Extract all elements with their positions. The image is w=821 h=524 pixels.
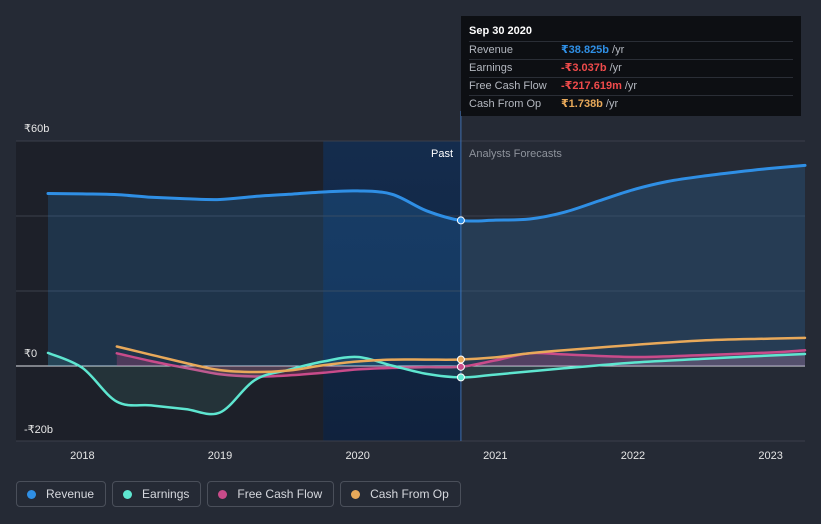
y-tick-label: ₹60b: [24, 123, 49, 135]
tooltip-unit: /yr: [612, 44, 625, 56]
tooltip-label: Cash From Op: [469, 98, 542, 110]
tooltip-value: -₹217.619m: [561, 80, 622, 92]
y-tick-label: ₹0: [24, 348, 37, 360]
series-area-earnings: [48, 352, 805, 415]
tooltip-row-earnings: Earnings -₹3.037b /yr: [469, 59, 793, 77]
series-line-cash-from-op: [115, 336, 807, 374]
tooltip-label: Revenue: [469, 44, 514, 56]
tooltip-value: ₹38.825b: [561, 44, 610, 56]
tooltip-date: Sep 30 2020: [469, 25, 532, 37]
legend-dot-icon: [218, 489, 228, 499]
legend-label: Free Cash Flow: [237, 487, 323, 501]
x-tick-label: 2018: [70, 450, 94, 462]
tooltip-unit: /yr: [624, 80, 638, 92]
tooltip-value: -₹3.037b: [561, 62, 607, 74]
x-tick-label: 2022: [621, 450, 645, 462]
legend-dot-icon: [123, 489, 133, 499]
forecast-label: Analysts Forecasts: [469, 148, 562, 160]
series-line-free-cash-flow: [115, 349, 807, 378]
series-line-revenue: [46, 163, 807, 223]
series-marker-earnings: [456, 373, 465, 382]
tooltip-row-revenue: Revenue ₹38.825b /yr: [469, 41, 793, 59]
tooltip-label: Earnings: [469, 62, 513, 74]
past-label: Past: [431, 148, 453, 160]
legend-item-free-cash-flow[interactable]: Free Cash Flow: [207, 481, 335, 507]
y-tick-label: -₹20b: [24, 424, 53, 436]
legend-label: Revenue: [46, 487, 95, 501]
legend: Revenue Earnings Free Cash Flow Cash Fro…: [16, 481, 461, 507]
tooltip-unit: /yr: [609, 62, 622, 74]
legend-item-cash-from-op[interactable]: Cash From Op: [340, 481, 461, 507]
tooltip-row-free-cash-flow: Free Cash Flow -₹217.619m /yr: [469, 77, 793, 95]
x-tick-label: 2023: [758, 450, 782, 462]
series-area-revenue: [48, 165, 805, 366]
series-marker-cash-from-op: [456, 355, 465, 364]
legend-dot-icon: [351, 489, 361, 499]
tooltip-unit: /yr: [605, 98, 619, 110]
series-marker-revenue: [456, 216, 465, 225]
legend-item-earnings[interactable]: Earnings: [112, 481, 202, 507]
x-tick-label: 2020: [345, 450, 369, 462]
legend-label: Cash From Op: [370, 487, 449, 501]
tooltip-row-cash-from-op: Cash From Op ₹1.738b /yr: [469, 95, 793, 113]
tooltip-label: Free Cash Flow: [469, 80, 547, 92]
legend-item-revenue[interactable]: Revenue: [16, 481, 107, 507]
legend-dot-icon: [27, 489, 36, 499]
x-tick-label: 2019: [208, 450, 232, 462]
legend-label: Earnings: [142, 487, 190, 501]
series-marker-free-cash-flow: [456, 362, 465, 371]
tooltip-value: ₹1.738b: [561, 98, 603, 110]
series-line-earnings: [46, 351, 807, 416]
tooltip: Sep 30 2020 Revenue ₹38.825b /yr Earning…: [461, 16, 801, 116]
x-tick-label: 2021: [483, 450, 507, 462]
